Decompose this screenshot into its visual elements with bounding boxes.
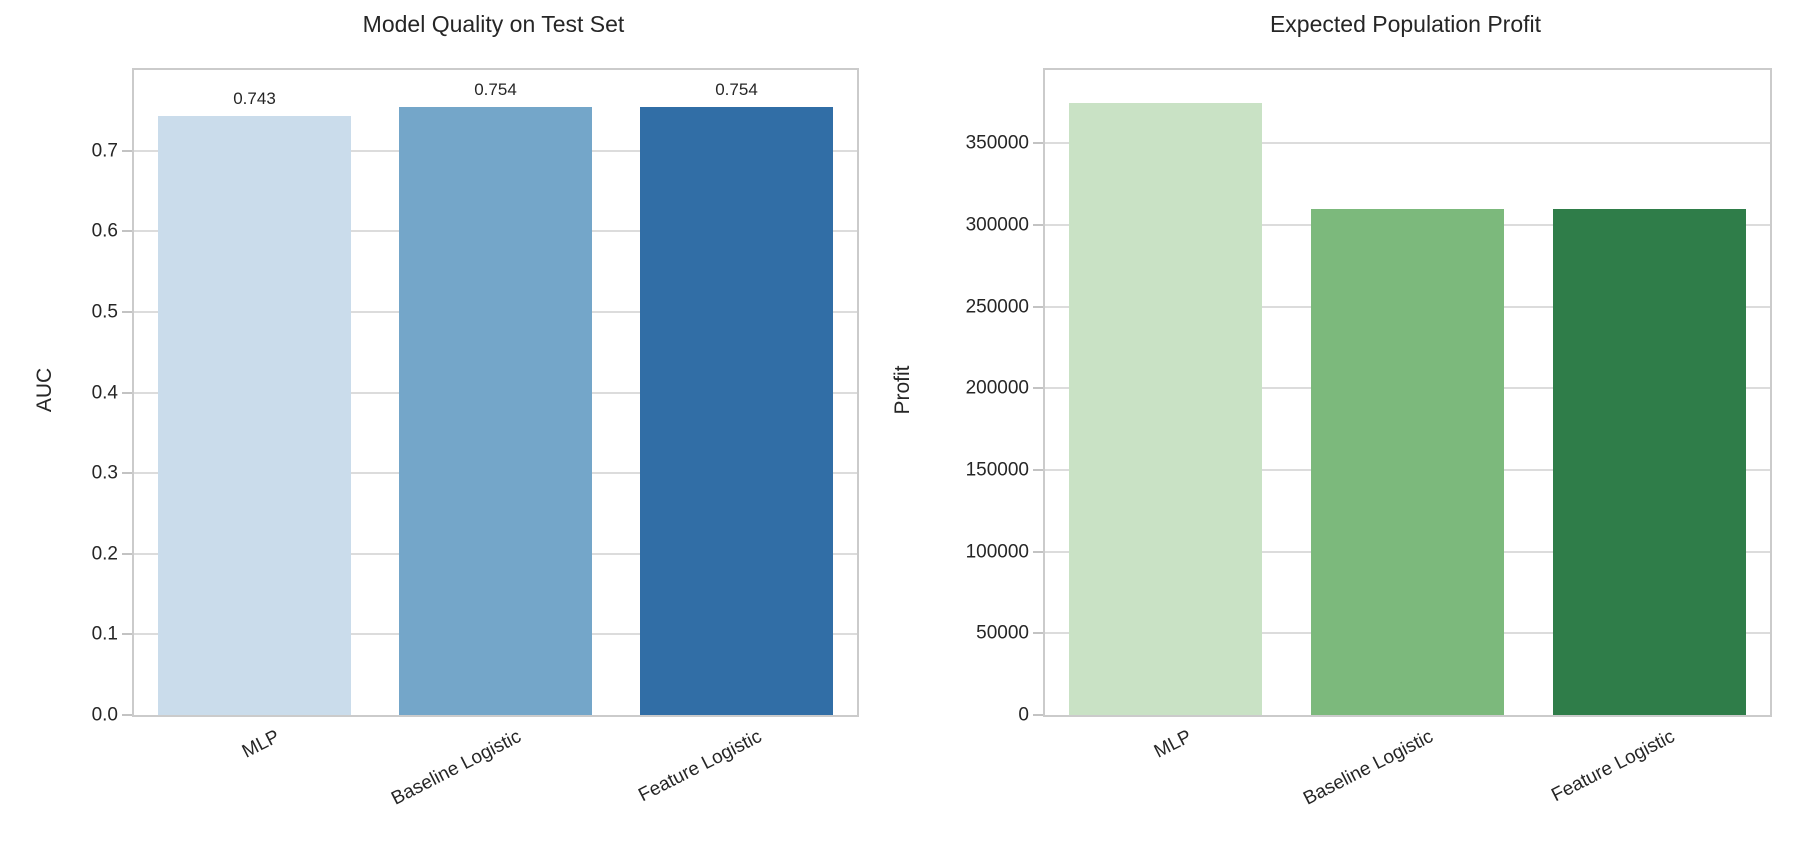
y-tick-mark bbox=[1033, 387, 1043, 390]
y-tick-label: 0.1 bbox=[91, 623, 118, 645]
bar-value-label: 0.743 bbox=[233, 88, 276, 108]
y-tick-label: 0.7 bbox=[91, 140, 118, 162]
grid-line bbox=[134, 149, 857, 152]
y-tick-mark bbox=[1033, 224, 1043, 227]
chart-title: Model Quality on Test Set bbox=[362, 11, 625, 37]
grid-line bbox=[134, 552, 857, 555]
y-tick-mark bbox=[1033, 469, 1043, 472]
y-tick-mark bbox=[1033, 550, 1043, 553]
grid-line bbox=[1045, 550, 1770, 553]
y-axis-label: Profit bbox=[891, 365, 914, 415]
y-axis-label: AUC bbox=[33, 367, 56, 413]
y-tick-mark bbox=[122, 633, 132, 636]
y-tick-mark bbox=[122, 310, 132, 313]
y-tick-label: 0 bbox=[1018, 704, 1029, 726]
y-tick-mark bbox=[1033, 305, 1043, 308]
x-tick-label-mlp: MLP bbox=[1150, 726, 1195, 763]
grid-line bbox=[1045, 469, 1770, 472]
x-tick-label-mlp: MLP bbox=[239, 726, 284, 763]
grid-line bbox=[134, 310, 857, 313]
y-tick-mark bbox=[1033, 142, 1043, 145]
plot-area: 0.0 0.1 0.2 0.3 0.4 0.5 0.6 0.7 0.743 MLP 0.754 Bas… bbox=[92, 68, 859, 810]
bar-baseline-logistic bbox=[399, 107, 592, 715]
y-tick-label: 350000 bbox=[965, 132, 1029, 154]
bar-mlp bbox=[158, 115, 351, 715]
y-tick-label: 50000 bbox=[976, 622, 1029, 644]
y-tick-label: 0.4 bbox=[91, 382, 118, 403]
bar-value-label: 0.754 bbox=[474, 80, 517, 100]
y-tick-label: 300000 bbox=[965, 214, 1029, 236]
y-tick-label: 0.3 bbox=[91, 462, 118, 484]
y-tick-mark bbox=[122, 391, 132, 394]
chart-title: Expected Population Profit bbox=[1269, 11, 1542, 37]
bar-feature-logistic bbox=[640, 107, 833, 715]
bar-feature-logistic bbox=[1552, 208, 1746, 715]
y-tick-label: 150000 bbox=[965, 459, 1029, 481]
grid-line bbox=[1045, 305, 1770, 308]
y-tick-label: 0.0 bbox=[91, 704, 118, 726]
y-tick-mark bbox=[122, 472, 132, 475]
grid-line bbox=[134, 472, 857, 475]
y-tick-mark bbox=[1033, 714, 1043, 716]
plot-area: 0 50000 100000 150000 200000 250000 300000 3500… bbox=[966, 68, 1772, 810]
y-tick-label: 0.6 bbox=[91, 220, 118, 242]
y-tick-label: 100000 bbox=[965, 541, 1029, 563]
x-tick-label-feature-logistic: Feature Logistic bbox=[1548, 726, 1679, 807]
grid-line bbox=[1045, 387, 1770, 390]
bar-mlp bbox=[1069, 102, 1263, 715]
x-tick-label-baseline-logistic: Baseline Logistic bbox=[387, 726, 525, 810]
y-tick-label: 250000 bbox=[965, 296, 1029, 318]
grid-line bbox=[1045, 632, 1770, 635]
grid-line bbox=[1045, 224, 1770, 227]
y-tick-mark bbox=[1033, 632, 1043, 635]
x-tick-label-baseline-logistic: Baseline Logistic bbox=[1299, 726, 1437, 810]
y-tick-label: 0.2 bbox=[91, 543, 118, 565]
grid-line bbox=[1045, 142, 1770, 145]
bar-value-label: 0.754 bbox=[715, 80, 758, 100]
grid-line bbox=[134, 633, 857, 636]
grid-line bbox=[134, 230, 857, 233]
y-tick-mark bbox=[122, 149, 132, 152]
y-tick-mark bbox=[122, 230, 132, 233]
x-tick-label-feature-logistic: Feature Logistic bbox=[635, 726, 766, 807]
y-tick-label: 200000 bbox=[965, 377, 1029, 399]
y-tick-mark bbox=[122, 552, 132, 555]
y-tick-mark bbox=[122, 714, 132, 716]
bar-baseline-logistic bbox=[1310, 208, 1505, 715]
grid-line bbox=[134, 391, 857, 394]
y-tick-label: 0.5 bbox=[91, 301, 118, 323]
